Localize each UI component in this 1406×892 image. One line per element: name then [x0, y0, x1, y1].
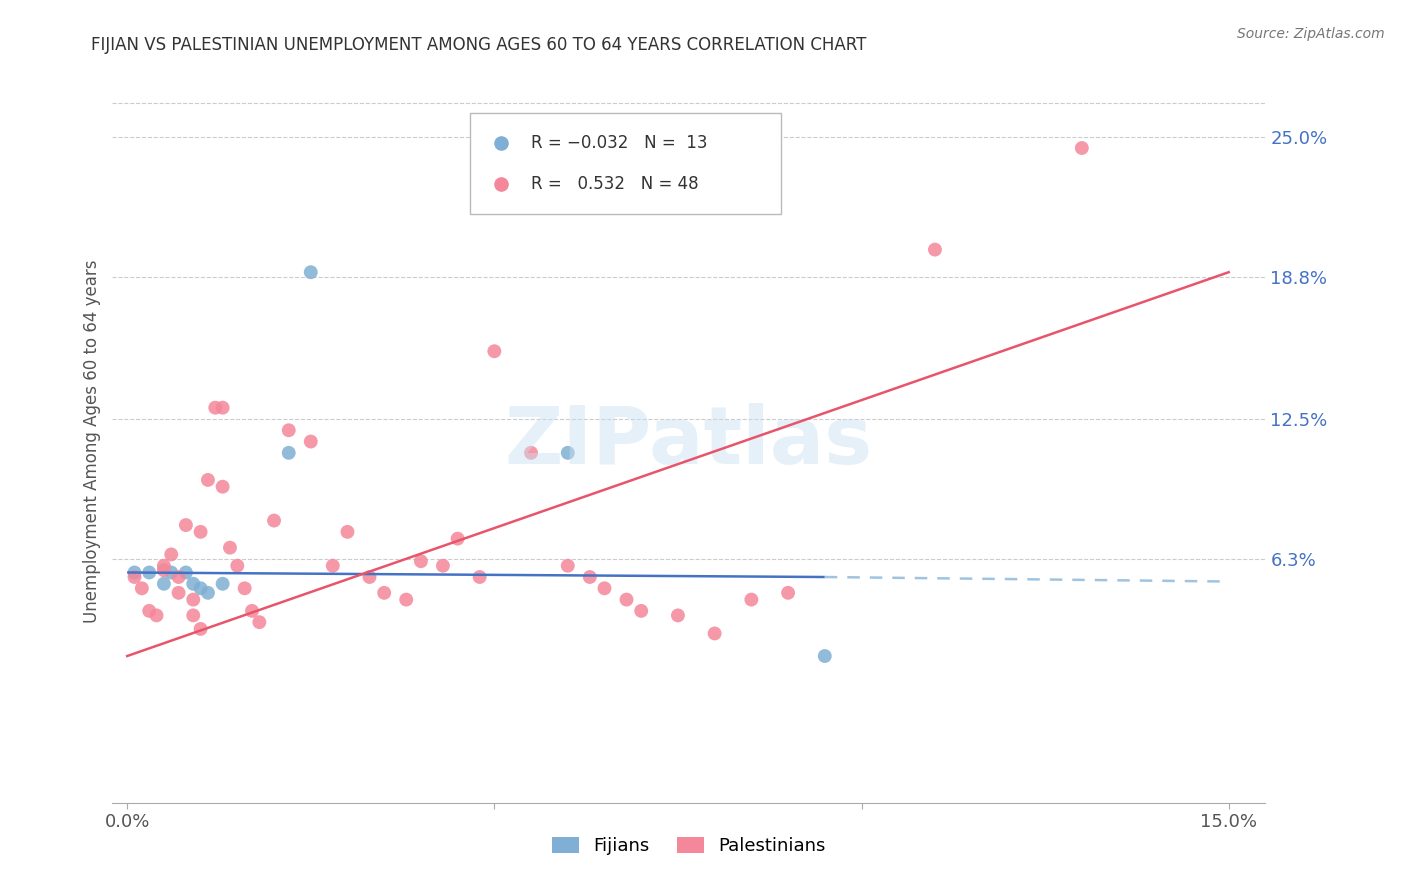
Point [557, 558, 579, 573]
Point [432, 558, 454, 573]
Text: FIJIAN VS PALESTINIAN UNEMPLOYMENT AMONG AGES 60 TO 64 YEARS CORRELATION CHART: FIJIAN VS PALESTINIAN UNEMPLOYMENT AMONG… [91, 36, 866, 54]
Point [484, 344, 506, 359]
Point [160, 566, 183, 580]
Point [263, 514, 285, 528]
Point [226, 558, 249, 573]
Point [219, 541, 242, 555]
Point [181, 592, 204, 607]
Point [197, 473, 219, 487]
Point [359, 570, 381, 584]
Point [703, 626, 725, 640]
Point [578, 570, 600, 584]
Point [167, 586, 190, 600]
Point [160, 548, 183, 562]
Point [124, 570, 146, 584]
Point [153, 558, 176, 573]
Point [131, 582, 153, 596]
Point [1070, 141, 1092, 155]
Point [373, 586, 395, 600]
Point [409, 554, 432, 568]
Point [778, 586, 800, 600]
Point [153, 563, 176, 577]
Legend: Fijians, Palestinians: Fijians, Palestinians [546, 830, 832, 863]
Point [190, 524, 212, 539]
Point [299, 434, 322, 449]
Point [211, 401, 233, 415]
Text: R = −0.032   N =  13: R = −0.032 N = 13 [531, 134, 707, 152]
Point [446, 532, 468, 546]
Point [197, 586, 219, 600]
Point [181, 576, 204, 591]
Point [138, 604, 160, 618]
FancyBboxPatch shape [470, 112, 782, 214]
Point [924, 243, 946, 257]
Point [138, 566, 160, 580]
Point [211, 576, 233, 591]
Point [204, 401, 226, 415]
Point [277, 423, 299, 437]
Text: ZIPatlas: ZIPatlas [505, 402, 873, 481]
Point [468, 570, 491, 584]
Point [277, 446, 299, 460]
Point [814, 648, 837, 663]
Point [520, 446, 543, 460]
Point [666, 608, 689, 623]
Point [336, 524, 359, 539]
Point [630, 604, 652, 618]
Text: Source: ZipAtlas.com: Source: ZipAtlas.com [1237, 27, 1385, 41]
Point [299, 265, 322, 279]
Point [153, 576, 176, 591]
Point [593, 582, 616, 596]
Point [557, 446, 579, 460]
Point [190, 622, 212, 636]
Point [395, 592, 418, 607]
Text: R =   0.532   N = 48: R = 0.532 N = 48 [531, 175, 699, 193]
Point [124, 566, 146, 580]
Point [174, 566, 197, 580]
Point [740, 592, 762, 607]
Point [167, 570, 190, 584]
Point [247, 615, 270, 630]
Point [190, 582, 212, 596]
Point [240, 604, 263, 618]
Point [181, 608, 204, 623]
Point [233, 582, 256, 596]
Point [174, 518, 197, 533]
Point [211, 480, 233, 494]
Y-axis label: Unemployment Among Ages 60 to 64 years: Unemployment Among Ages 60 to 64 years [83, 260, 101, 624]
Point [145, 608, 167, 623]
Point [616, 592, 638, 607]
Point [322, 558, 344, 573]
